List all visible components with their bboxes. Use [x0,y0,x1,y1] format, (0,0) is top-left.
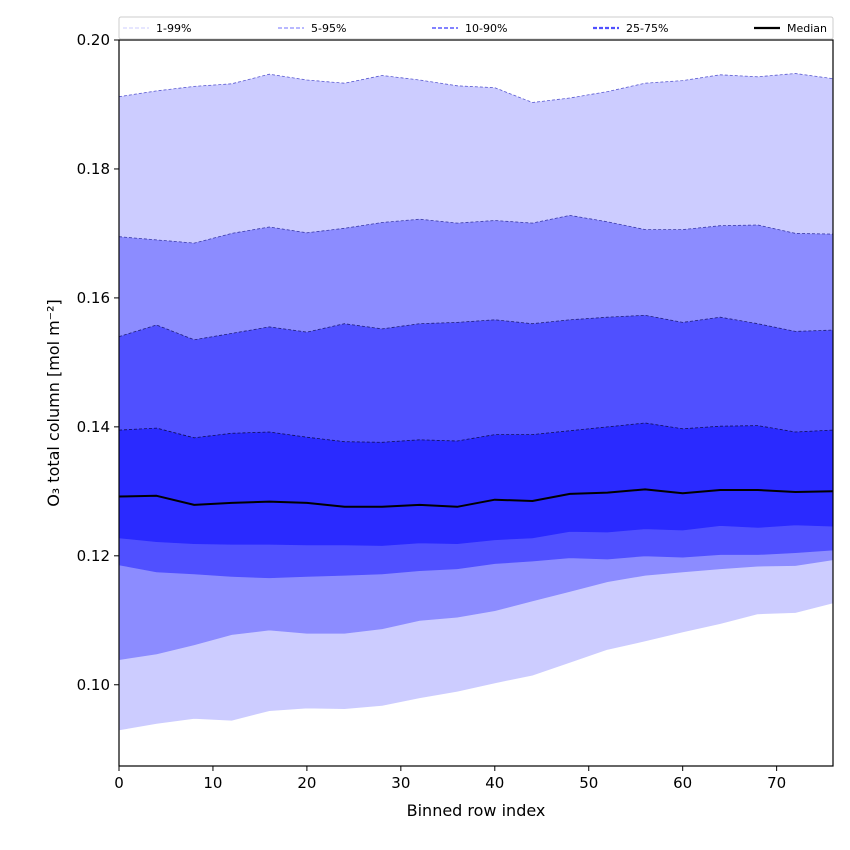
legend-label: 1-99% [156,22,191,35]
legend-label: 25-75% [626,22,668,35]
x-tick-label: 40 [485,774,504,792]
x-tick-label: 60 [673,774,692,792]
x-tick-label: 20 [297,774,316,792]
x-tick-label: 10 [203,774,222,792]
x-tick-label: 30 [391,774,410,792]
y-tick-label: 0.14 [77,418,110,436]
legend-label: 10-90% [465,22,507,35]
band-1-to-99-upper-edge [118,73,834,103]
median-line [118,488,834,508]
legend-label: 5-95% [311,22,346,35]
band-1-to-99-lower-edge [118,602,834,731]
x-tick-label: 70 [767,774,786,792]
band-25-to-75-pct [119,423,833,546]
y-tick-label: 0.10 [77,676,110,694]
bands-layer [118,73,834,731]
band-5-to-95-lower-edge [118,559,834,660]
x-axis: 0 10 20 30 40 50 60 70 [114,766,786,792]
x-tick-label: 0 [114,774,124,792]
y-tick-label: 0.12 [77,547,110,565]
legend-box [118,16,834,40]
y-tick-label: 0.18 [77,160,110,178]
band-25-to-75-upper-edge [118,422,834,443]
x-tick-label: 50 [579,774,598,792]
y-tick-label: 0.16 [77,289,110,307]
band-5-to-95-upper-edge [118,214,834,244]
plot-frame [118,39,834,767]
y-tick-label: 0.20 [77,31,110,49]
legend-label: Median [787,22,827,35]
legend: 1-99% 5-95% 10-90% 25-75% Median [118,16,834,40]
lines-layer [118,488,834,508]
band-25-to-75-lower-edge [118,524,834,546]
y-axis-label: O₃ total column [mol m⁻²] [44,299,63,507]
band-10-to-90-lower-edge [118,549,834,579]
x-axis-label: Binned row index [407,801,546,820]
y-axis: 0.10 0.12 0.14 0.16 0.18 0.20 [77,31,119,694]
